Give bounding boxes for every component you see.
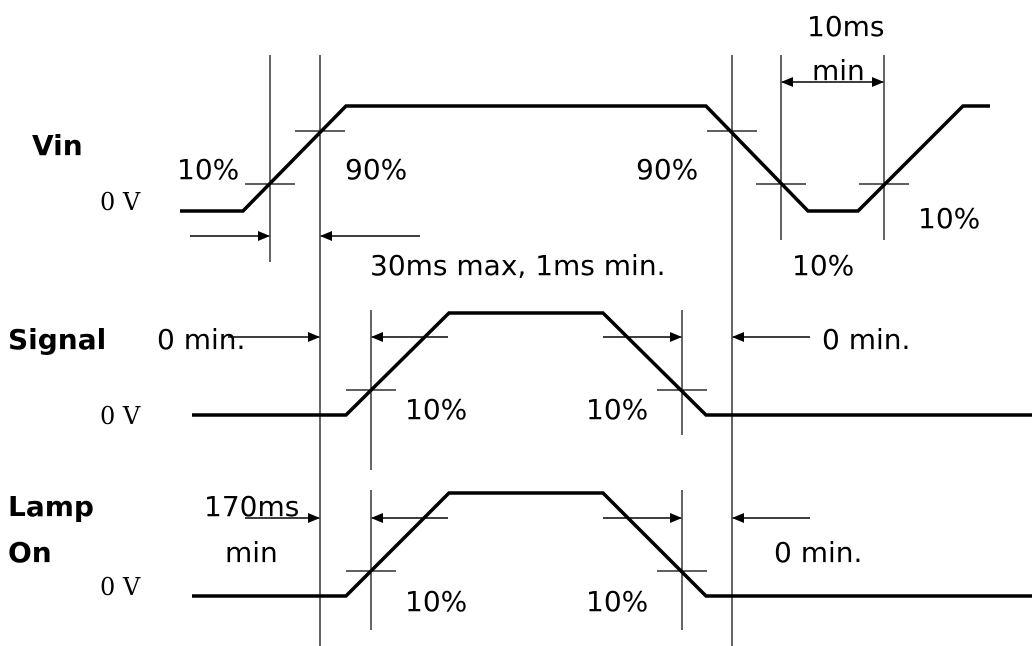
lamp-pct-fall-10: 10% [586,585,648,618]
label-signal: Signal [8,323,106,356]
signal-pct-fall-10: 10% [586,393,648,426]
zero-volt-signal: 0 V [100,402,141,430]
lamp-delay-before-line1: 170ms [204,490,299,523]
signal-waveform [192,311,1032,417]
vin-pct-fall-10: 10% [792,249,854,282]
vin-pct-rise-90: 90% [345,153,407,186]
vin-pct-rise-10: 10% [177,153,239,186]
lamp-delay-before-line2: min [225,536,278,569]
signal-delay-before: 0 min. [157,323,245,356]
vin-timing-rise: 30ms max, 1ms min. [370,249,665,282]
label-vin: Vin [32,129,83,162]
lamp-delay-after: 0 min. [774,536,862,569]
vin-waveform [180,104,990,213]
signal-pct-rise-10: 10% [405,393,467,426]
vin-pct-rise2-10: 10% [918,202,980,235]
vin-pct-fall-90: 90% [636,153,698,186]
lamp-waveform [192,491,1032,598]
zero-volt-lamp: 0 V [100,573,141,601]
signal-delay-after: 0 min. [822,323,910,356]
label-lamp-line1: Lamp [8,490,94,523]
label-lamp-line2: On [8,536,52,569]
vin-min-low-line2: min [812,54,865,87]
vin-min-low-line1: 10ms [807,10,885,43]
lamp-pct-rise-10: 10% [405,585,467,618]
zero-volt-vin: 0 V [100,188,141,216]
